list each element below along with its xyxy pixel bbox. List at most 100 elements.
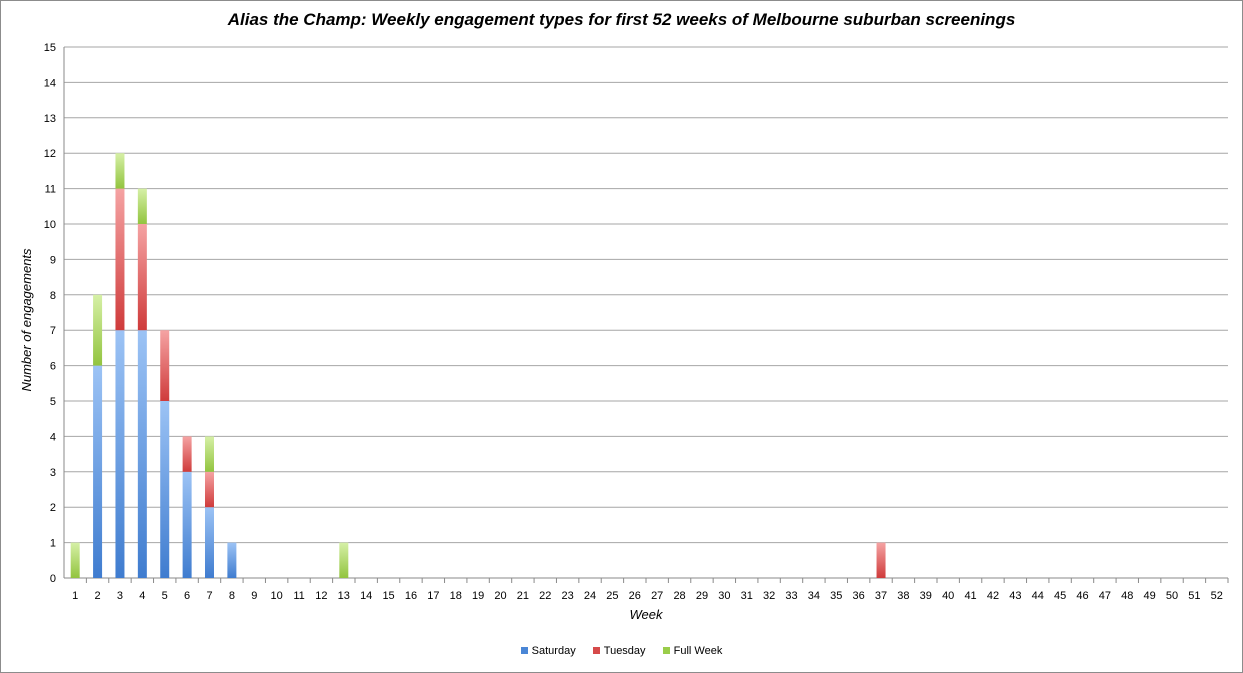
bar-segment-tuesday — [205, 471, 214, 508]
gridlines — [63, 46, 1228, 579]
x-tick-label: 21 — [517, 590, 529, 602]
x-tick-label: 14 — [360, 590, 372, 602]
x-tick-label: 31 — [741, 590, 753, 602]
x-tick-label: 10 — [271, 590, 283, 602]
x-tick-label: 13 — [338, 590, 350, 602]
bar-segment-saturday — [205, 507, 214, 578]
bar-segment-saturday — [137, 330, 147, 578]
x-tick-label: 3 — [117, 590, 123, 602]
x-tick-label: 8 — [229, 590, 235, 602]
bar-segment-saturday — [227, 542, 237, 578]
bar-segment-tuesday — [182, 436, 192, 472]
legend-label-full-week: Full Week — [673, 645, 723, 657]
x-tick-label: 16 — [405, 590, 417, 602]
x-tick-label: 29 — [696, 590, 708, 602]
legend-swatch-saturday — [520, 647, 528, 654]
x-tick-label: 30 — [718, 590, 730, 602]
y-tick-label: 14 — [44, 77, 56, 89]
legend-swatch-tuesday — [592, 647, 600, 654]
bar-segment-saturday — [182, 471, 192, 578]
x-tick-label: 34 — [808, 590, 820, 602]
y-tick-label: 7 — [50, 325, 56, 337]
x-tick-label: 22 — [539, 590, 551, 602]
y-tick-label: 0 — [50, 573, 56, 585]
bar-segment-tuesday — [115, 188, 125, 331]
legend-label-tuesday: Tuesday — [603, 645, 646, 657]
bar-segment-full-week — [70, 542, 80, 578]
x-tick-label: 4 — [139, 590, 145, 602]
y-tick-label: 10 — [44, 219, 56, 231]
bar-segment-full-week — [137, 188, 147, 224]
x-tick-label: 5 — [162, 590, 168, 602]
y-tick-label: 9 — [50, 254, 56, 266]
y-tick-label: 11 — [45, 184, 56, 196]
legend: Saturday Tuesday Full Week — [0, 645, 1243, 657]
x-tick-label: 42 — [987, 590, 999, 602]
bar-segment-full-week — [339, 542, 349, 578]
x-tick-label: 23 — [562, 590, 574, 602]
legend-label-saturday: Saturday — [531, 645, 576, 657]
legend-swatch-full-week — [662, 647, 670, 654]
x-tick-label: 9 — [251, 590, 257, 602]
x-tick-label: 52 — [1211, 590, 1223, 602]
x-tick-label: 50 — [1166, 590, 1178, 602]
x-tick-label: 38 — [897, 590, 909, 602]
x-tick-label: 18 — [450, 590, 462, 602]
x-tick-label: 51 — [1188, 590, 1200, 602]
x-tick-label: 40 — [942, 590, 954, 602]
bar-segment-tuesday — [137, 224, 147, 331]
bar-segment-saturday — [115, 330, 125, 578]
x-tick-label: 41 — [964, 590, 976, 602]
x-tick-label: 48 — [1121, 590, 1133, 602]
x-tick-label: 11 — [293, 590, 304, 602]
bar-segment-full-week — [115, 153, 125, 189]
legend-item-tuesday: Tuesday — [592, 645, 646, 657]
x-tick-label: 39 — [920, 590, 932, 602]
x-tick-label: 1 — [72, 590, 78, 602]
x-tick-label: 17 — [427, 590, 439, 602]
bar-segment-tuesday — [876, 542, 886, 578]
x-tick-label: 49 — [1144, 590, 1156, 602]
x-tick-label: 45 — [1054, 590, 1066, 602]
bar-segment-full-week — [205, 436, 214, 472]
x-tick-label: 44 — [1032, 590, 1044, 602]
x-tick-label: 15 — [382, 590, 394, 602]
x-tick-label: 25 — [606, 590, 618, 602]
x-tick-label: 37 — [875, 590, 887, 602]
x-tick-label: 28 — [673, 590, 685, 602]
x-tick-label: 32 — [763, 590, 775, 602]
x-tick-label: 2 — [95, 590, 101, 602]
x-tick-label: 47 — [1099, 590, 1111, 602]
x-tick-label: 6 — [184, 590, 190, 602]
y-tick-label: 8 — [50, 290, 56, 302]
x-tick-label: 7 — [206, 590, 212, 602]
x-tick-label: 19 — [472, 590, 484, 602]
x-tick-label: 46 — [1076, 590, 1088, 602]
bar-segment-saturday — [93, 365, 103, 578]
y-tick-label: 4 — [50, 431, 56, 443]
x-tick-label: 27 — [651, 590, 663, 602]
y-tick-label: 12 — [44, 148, 56, 160]
y-tick-label: 5 — [50, 396, 56, 408]
bar-segment-tuesday — [160, 330, 170, 401]
x-tick-label: 24 — [584, 590, 596, 602]
x-tick-label: 35 — [830, 590, 842, 602]
y-tick-label: 6 — [50, 361, 56, 373]
y-tick-label: 1 — [50, 538, 56, 550]
x-axis-label: Week — [629, 607, 663, 622]
y-tick-label: 13 — [44, 113, 56, 125]
y-tick-label: 3 — [50, 467, 56, 479]
legend-item-saturday: Saturday — [520, 645, 576, 657]
legend-item-full-week: Full Week — [662, 645, 723, 657]
bar-segment-saturday — [160, 401, 170, 578]
y-tick-label: 2 — [50, 502, 56, 514]
bars-group — [70, 153, 886, 578]
x-tick-labels: 1 2 3 4 5 6 7 8 9 10 11 12 13 14 15 16 17 18 19 20 21 22 23 24 2… — [72, 578, 1229, 602]
chart-title: Alias the Champ: Weekly engagement types… — [227, 10, 1016, 29]
x-tick-label: 36 — [853, 590, 865, 602]
x-tick-label: 12 — [315, 590, 327, 602]
x-tick-label: 33 — [785, 590, 797, 602]
x-tick-label: 43 — [1009, 590, 1021, 602]
